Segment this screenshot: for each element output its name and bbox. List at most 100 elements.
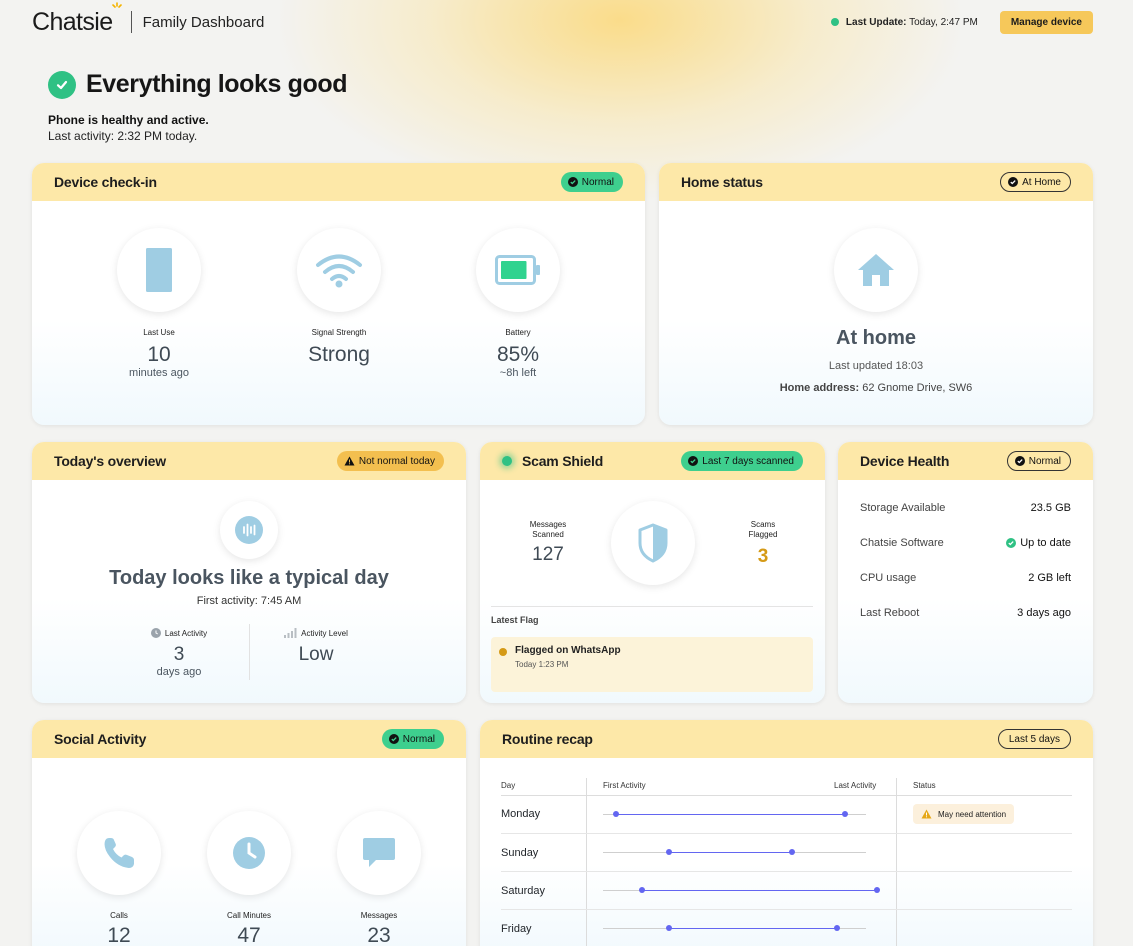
hero-title: Everything looks good xyxy=(86,70,348,98)
metric-messages: Messages 23 xyxy=(304,811,454,946)
top-bar: Chatsie Family Dashboard Last Update: To… xyxy=(32,1,1093,37)
last-activity-dot xyxy=(789,849,796,855)
health-row-cpu: CPU usage 2 GB left xyxy=(860,572,1071,584)
check-badge-icon xyxy=(388,734,399,744)
first-activity-dot xyxy=(639,887,646,893)
card-title: Routine recap xyxy=(502,731,593,747)
routine-row: Monday May need attention xyxy=(501,796,1072,834)
overview-activity-level: Activity Level Low xyxy=(241,628,391,666)
hero-status: Everything looks good Phone is healthy a… xyxy=(48,70,347,143)
message-icon xyxy=(337,811,421,895)
health-row-storage: Storage Available 23.5 GB xyxy=(860,502,1071,514)
device-health-card: Device Health Normal Storage Available 23… xyxy=(838,442,1093,703)
manage-device-button[interactable]: Manage device xyxy=(999,10,1093,34)
clock-small-icon xyxy=(150,628,161,638)
first-activity-dot xyxy=(665,925,672,931)
scam-shield-card: Scam Shield Last 7 days scanned Messages… xyxy=(480,442,825,703)
home-status-value: At home xyxy=(836,327,916,349)
card-title: Scam Shield xyxy=(522,453,604,469)
messages-scanned: Messages Scanned 127 xyxy=(529,520,567,565)
update-status: Last Update: Today, 2:47 PM Manage devic… xyxy=(830,10,1093,34)
logo-spark-icon xyxy=(111,1,122,8)
status-badge: Normal xyxy=(1006,451,1071,471)
column-divider xyxy=(586,778,587,946)
flag-time: Today 1:23 PM xyxy=(515,660,569,669)
overview-divider xyxy=(249,624,250,680)
metric-signal-strength: Signal Strength Strong xyxy=(264,228,414,367)
overview-last-activity: Last Activity 3 days ago xyxy=(104,628,254,678)
warning-icon xyxy=(921,809,932,819)
latest-flag-label: Latest Flag xyxy=(491,615,539,625)
health-row-reboot: Last Reboot 3 days ago xyxy=(860,607,1071,619)
warning-icon xyxy=(344,456,355,466)
first-activity-dot xyxy=(613,811,620,817)
status-badge: At Home xyxy=(1000,172,1071,192)
timeline-active-range xyxy=(616,813,845,815)
home-last-updated: Last updated 18:03 xyxy=(828,360,924,372)
attention-badge: May need attention xyxy=(913,804,1015,824)
routine-row: Saturday xyxy=(501,872,1072,910)
routine-recap-card: Routine recap Last 5 days Day First Acti… xyxy=(480,720,1093,946)
check-badge-icon xyxy=(1008,177,1019,187)
timeline-active-range xyxy=(668,927,838,929)
range-badge[interactable]: Last 5 days xyxy=(997,729,1071,749)
home-icon xyxy=(834,228,918,312)
status-badge: Normal xyxy=(381,729,444,749)
shield-status-dot xyxy=(502,456,512,466)
clock-icon xyxy=(207,811,291,895)
routine-timeline xyxy=(501,872,1072,909)
card-title: Device Health xyxy=(860,453,950,469)
activity-wave-icon xyxy=(220,501,278,559)
metric-last-use: Last Use 10 minutes ago xyxy=(84,228,234,379)
social-activity-card: Social Activity Normal Calls 12 Call Min… xyxy=(32,720,466,946)
phone-call-icon xyxy=(77,811,161,895)
latest-flag-item[interactable]: Flagged on WhatsApp Today 1:23 PM xyxy=(491,637,813,692)
phone-icon xyxy=(117,228,201,312)
hero-last-activity: Last activity: 2:32 PM today. xyxy=(48,129,198,143)
health-row-software: Chatsie Software Up to date xyxy=(860,537,1071,549)
routine-timeline xyxy=(501,796,1072,833)
wifi-icon xyxy=(297,228,381,312)
signal-bars-icon xyxy=(284,628,297,638)
card-title: Home status xyxy=(681,174,763,190)
chatsie-logo: Chatsie xyxy=(32,1,122,37)
overview-first-activity: First activity: 7:45 AM xyxy=(196,595,302,607)
last-activity-dot xyxy=(834,925,841,931)
card-title: Today's overview xyxy=(54,453,166,469)
timeline-active-range xyxy=(642,889,877,891)
last-activity-dot xyxy=(841,811,848,817)
status-badge: Normal xyxy=(560,172,623,192)
home-status-card: Home status At Home At home Last updated… xyxy=(659,163,1093,425)
status-badge: Last 7 days scanned xyxy=(681,451,803,471)
column-divider xyxy=(896,778,897,946)
live-status-dot xyxy=(830,18,839,26)
card-title: Device check-in xyxy=(54,174,157,190)
overview-headline: Today looks like a typical day xyxy=(109,567,389,589)
check-badge-icon xyxy=(567,177,578,187)
battery-icon xyxy=(476,228,560,312)
routine-timeline xyxy=(501,834,1072,871)
routine-row: Sunday xyxy=(501,834,1072,872)
first-activity-dot xyxy=(665,849,672,855)
dashboard-title: Family Dashboard xyxy=(142,13,265,31)
routine-table-header: Day First Activity Last Activity Status xyxy=(501,780,1072,796)
flag-title: Flagged on WhatsApp xyxy=(515,645,621,656)
timeline-active-range xyxy=(668,851,793,853)
todays-overview-card: Today's overview Not normal today Today … xyxy=(32,442,466,703)
home-address: Home address: 62 Gnome Drive, SW6 xyxy=(779,382,973,394)
device-checkin-card: Device check-in Normal Last Use 10 minut… xyxy=(32,163,645,425)
metric-call-minutes: Call Minutes 47 xyxy=(174,811,324,946)
shield-icon xyxy=(611,501,695,585)
shield-divider xyxy=(491,606,813,607)
last-activity-dot xyxy=(873,887,880,893)
last-update-text: Last Update: Today, 2:47 PM xyxy=(845,16,978,28)
scams-flagged: Scams Flagged 3 xyxy=(748,520,778,567)
brand-divider xyxy=(130,11,132,33)
check-circle-icon xyxy=(48,70,76,99)
check-green-icon xyxy=(1006,538,1017,548)
status-badge: Not normal today xyxy=(336,451,444,471)
hero-health-text: Phone is healthy and active. xyxy=(48,113,209,127)
routine-timeline xyxy=(501,910,1072,946)
routine-row: Friday xyxy=(501,910,1072,946)
metric-battery: Battery 85% ~8h left xyxy=(443,228,593,379)
